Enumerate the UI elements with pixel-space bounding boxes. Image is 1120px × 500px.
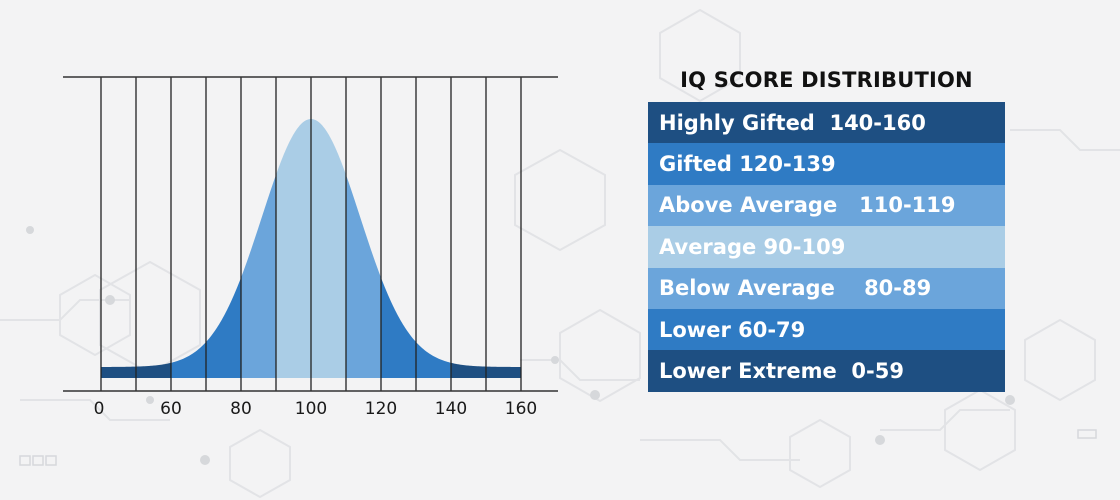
legend-row: Lower Extreme 0-59	[648, 350, 1005, 392]
x-tick-label: 80	[230, 399, 252, 419]
band-area	[346, 174, 381, 378]
legend-row: Highly Gifted 140-160	[648, 102, 1005, 144]
x-tick-labels: 0 60 80 100 120 140 160	[94, 399, 538, 419]
bell-curve-chart: 0 60 80 100 120 140 160	[63, 76, 558, 419]
band-area	[381, 277, 451, 378]
legend-rows: Highly Gifted 140-160 Gifted 120-139 Above…	[648, 102, 1005, 392]
x-tick-label: 140	[435, 399, 467, 419]
x-tick-label: 120	[365, 399, 397, 419]
x-tick-label: 60	[160, 399, 182, 419]
legend-row: Lower 60-79	[648, 308, 1005, 351]
legend-row: Gifted 120-139	[648, 143, 1005, 185]
legend-title: IQ SCORE DISTRIBUTION	[680, 68, 973, 92]
x-tick-label: 0	[94, 399, 105, 419]
grid-lines	[100, 77, 522, 391]
legend-row: Average 90-109	[648, 226, 1005, 268]
band-area	[241, 174, 276, 378]
band-area	[171, 277, 241, 378]
legend-table: IQ SCORE DISTRIBUTION Highly Gifted 140-…	[648, 62, 1005, 392]
x-tick-label: 160	[505, 399, 537, 419]
x-tick-label: 100	[295, 399, 327, 419]
legend-row: Above Average 110-119	[648, 184, 1005, 227]
legend-row: Below Average 80-89	[648, 267, 1005, 309]
